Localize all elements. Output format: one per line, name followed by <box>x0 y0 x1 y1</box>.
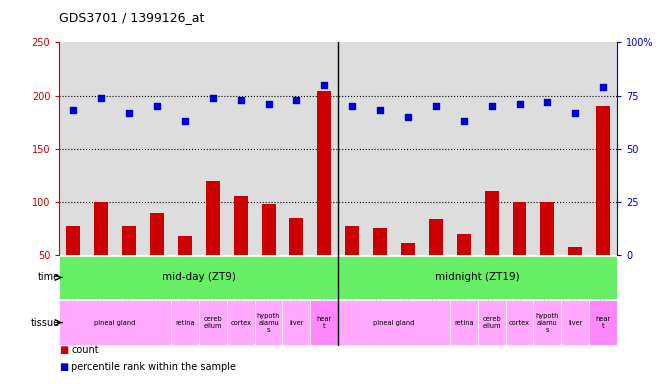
Text: hear
t: hear t <box>595 316 611 329</box>
Text: cortex: cortex <box>230 319 251 326</box>
Bar <box>282 300 310 345</box>
Point <box>542 99 552 105</box>
Bar <box>317 91 331 255</box>
Point <box>263 101 274 107</box>
Text: hear
t: hear t <box>317 316 332 329</box>
Bar <box>478 300 506 345</box>
Point <box>124 109 135 116</box>
Point <box>459 118 469 124</box>
Bar <box>589 300 617 345</box>
Point <box>375 108 385 114</box>
Bar <box>457 234 471 255</box>
Bar <box>178 236 192 255</box>
Text: hypoth
alamu
s: hypoth alamu s <box>536 313 559 333</box>
Bar <box>338 300 450 345</box>
Bar <box>533 300 561 345</box>
Bar <box>513 202 527 255</box>
Point <box>291 97 302 103</box>
Point <box>319 82 329 88</box>
Point <box>403 114 413 120</box>
Point <box>207 94 218 101</box>
Bar <box>150 213 164 255</box>
Text: tissue: tissue <box>30 318 59 328</box>
Bar <box>261 204 275 255</box>
Point <box>514 101 525 107</box>
Bar <box>199 300 227 345</box>
Bar <box>373 228 387 255</box>
Bar <box>568 247 582 255</box>
Text: pineal gland: pineal gland <box>94 319 136 326</box>
Text: midnight (ZT19): midnight (ZT19) <box>436 272 520 283</box>
Bar <box>345 225 359 255</box>
Bar <box>561 300 589 345</box>
Bar <box>67 225 81 255</box>
Bar <box>506 300 533 345</box>
Bar <box>450 300 478 345</box>
Text: liver: liver <box>568 319 583 326</box>
Text: pineal gland: pineal gland <box>374 319 414 326</box>
Text: percentile rank within the sample: percentile rank within the sample <box>71 362 236 372</box>
Text: cereb
ellum: cereb ellum <box>203 316 222 329</box>
Bar <box>122 225 136 255</box>
Bar <box>338 256 617 299</box>
Point <box>598 84 609 90</box>
Point <box>486 103 497 109</box>
Text: hypoth
alamu
s: hypoth alamu s <box>257 313 280 333</box>
Text: cortex: cortex <box>509 319 530 326</box>
Text: ■: ■ <box>59 345 69 355</box>
Bar <box>59 256 338 299</box>
Point <box>430 103 441 109</box>
Bar <box>401 243 415 255</box>
Point <box>180 118 190 124</box>
Text: liver: liver <box>289 319 304 326</box>
Point <box>570 109 581 116</box>
Bar <box>484 191 498 255</box>
Bar <box>234 196 248 255</box>
Bar <box>290 218 304 255</box>
Point <box>96 94 106 101</box>
Bar <box>227 300 255 345</box>
Point <box>236 97 246 103</box>
Text: retina: retina <box>175 319 195 326</box>
Bar <box>429 219 443 255</box>
Bar <box>59 300 171 345</box>
Bar <box>255 300 282 345</box>
Text: cereb
ellum: cereb ellum <box>482 316 501 329</box>
Text: ■: ■ <box>59 362 69 372</box>
Text: count: count <box>71 345 99 355</box>
Text: retina: retina <box>454 319 473 326</box>
Text: time: time <box>37 272 59 283</box>
Bar <box>541 202 554 255</box>
Point <box>68 108 79 114</box>
Text: GDS3701 / 1399126_at: GDS3701 / 1399126_at <box>59 12 205 25</box>
Bar <box>310 300 338 345</box>
Bar <box>171 300 199 345</box>
Bar <box>596 106 610 255</box>
Point <box>347 103 358 109</box>
Point <box>152 103 162 109</box>
Bar <box>206 181 220 255</box>
Bar <box>94 202 108 255</box>
Text: mid-day (ZT9): mid-day (ZT9) <box>162 272 236 283</box>
